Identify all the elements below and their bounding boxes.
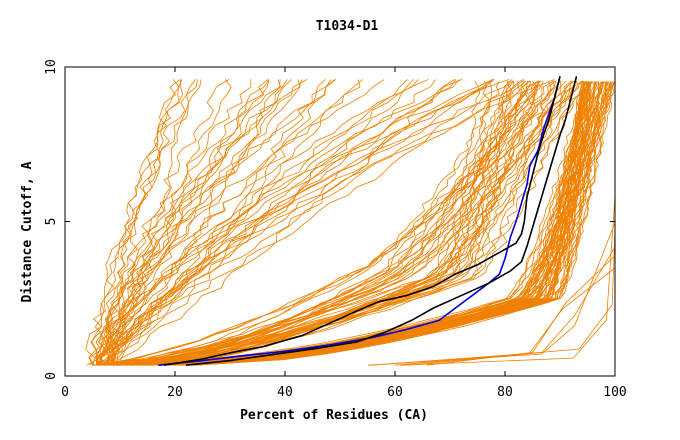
background-series-line (99, 81, 607, 366)
background-series-line (110, 79, 463, 366)
background-series-line (103, 79, 196, 366)
background-series-line (163, 81, 611, 366)
background-series-line (91, 80, 575, 366)
x-tick-label: 100 (603, 385, 626, 400)
background-series-line (96, 79, 408, 366)
background-series-line (170, 80, 572, 366)
background-series-line (113, 80, 542, 366)
background-series-line (370, 246, 616, 366)
x-tick-label: 0 (61, 385, 69, 400)
background-series-line (110, 79, 308, 366)
background-series-line (120, 80, 583, 366)
background-series-line (107, 81, 586, 366)
series-line-1 (158, 76, 561, 366)
background-series-line (130, 81, 586, 366)
background-series-line (146, 81, 598, 366)
x-tick-label: 40 (277, 385, 293, 400)
background-series-line (86, 79, 326, 366)
background-series-line (98, 80, 567, 366)
background-series-line (97, 80, 538, 366)
background-series-line (160, 81, 612, 366)
background-series-line (111, 79, 361, 366)
background-series-line (173, 81, 597, 366)
background-series-line (102, 79, 555, 366)
background-series-line (116, 79, 198, 366)
background-series-line (112, 81, 586, 366)
background-series-line (400, 195, 616, 366)
background-series-line (140, 80, 513, 366)
background-series-line (159, 80, 544, 366)
x-tick-label: 80 (497, 385, 513, 400)
background-series-line (100, 79, 429, 366)
y-axis: 0 5 10 (44, 59, 615, 380)
background-series-line (107, 79, 336, 366)
background-series-line (161, 81, 616, 366)
background-series-line (94, 79, 183, 366)
background-series-line (147, 80, 576, 366)
background-series-line (145, 80, 584, 366)
background-series-line (149, 81, 587, 366)
background-series-line (131, 80, 572, 366)
background-series-line (107, 79, 281, 366)
background-series-line (125, 81, 614, 366)
background-series-line (394, 228, 616, 366)
background-series-line (96, 79, 288, 366)
background-series-line (168, 81, 602, 366)
highlight-series-group (158, 76, 578, 366)
background-series-line (156, 81, 596, 366)
background-series-line (97, 80, 519, 366)
background-series-line (98, 80, 555, 366)
series-line-2 (163, 76, 561, 366)
x-tick-label: 60 (387, 385, 403, 400)
background-series-line (124, 81, 603, 366)
background-series-line (194, 81, 589, 366)
background-series-line (91, 79, 184, 366)
background-series-line (95, 79, 419, 366)
background-series-line (95, 79, 230, 366)
background-series-line (131, 80, 500, 366)
background-series-line (110, 79, 493, 366)
x-axis: 0 20 40 60 80 100 (61, 67, 627, 400)
background-series-line (96, 79, 270, 366)
y-tick-label: 0 (44, 372, 59, 380)
background-series-line (104, 80, 514, 366)
background-series-line (147, 80, 493, 366)
background-series-line (99, 79, 460, 366)
y-axis-label: Distance Cutoff, A (20, 161, 35, 302)
y-tick-label: 5 (44, 218, 59, 226)
background-series-line (116, 79, 363, 366)
background-series-line (408, 267, 616, 366)
x-axis-label: Percent of Residues (CA) (240, 408, 428, 423)
background-series-line (111, 81, 589, 366)
x-tick-label: 20 (167, 385, 183, 400)
background-series-line (96, 79, 495, 366)
background-series-line (127, 81, 607, 366)
background-series-line (156, 80, 490, 366)
background-series-line (111, 81, 584, 366)
background-series-line (99, 79, 513, 366)
background-series-line (99, 79, 301, 366)
chart-title: T1034-D1 (316, 19, 379, 34)
background-series-line (142, 80, 573, 366)
background-series-line (108, 79, 493, 366)
background-series-line (109, 79, 232, 366)
background-series-line (159, 81, 604, 366)
y-tick-label: 10 (44, 59, 59, 75)
background-series-group (85, 79, 616, 366)
background-series-line (145, 80, 583, 366)
background-series-line (113, 81, 589, 366)
background-series-line (170, 80, 527, 366)
background-series-line (96, 79, 303, 366)
background-series-line (115, 81, 585, 366)
background-series-line (149, 81, 593, 366)
background-series-line (118, 81, 609, 366)
background-series-line (120, 81, 609, 366)
background-series-line (110, 79, 525, 366)
background-series-line (160, 81, 584, 366)
series-line-3 (185, 76, 578, 366)
